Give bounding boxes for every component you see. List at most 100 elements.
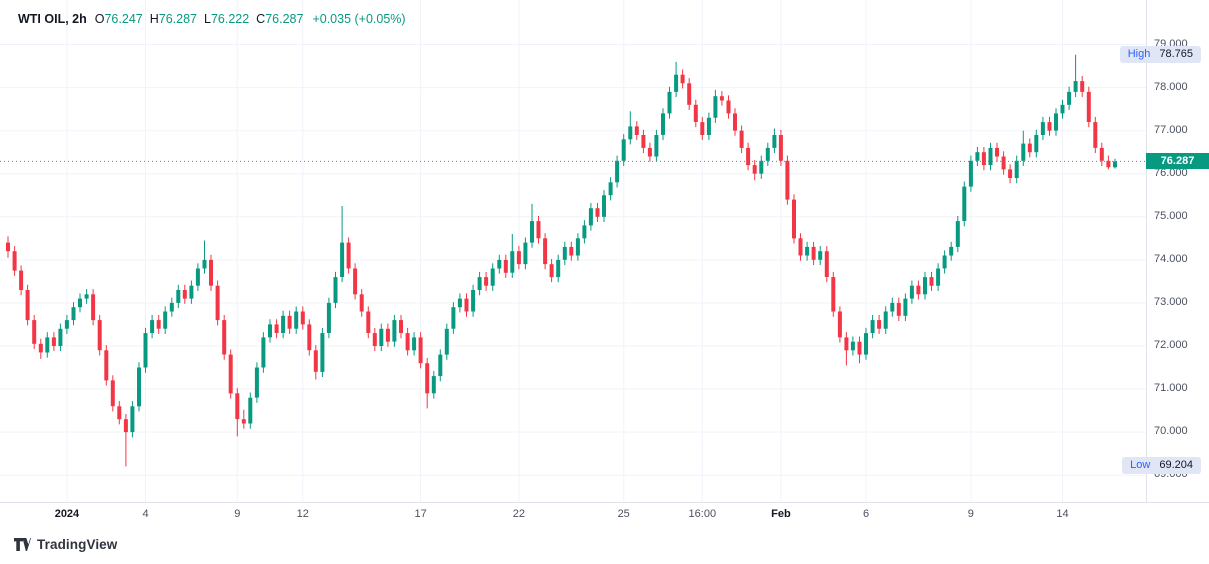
candle [143, 327, 148, 373]
price-axis-label: 74.000 [1154, 252, 1188, 265]
time-axis-label: 17 [414, 508, 427, 520]
candle [1099, 142, 1104, 166]
candle [962, 181, 967, 227]
candle [981, 147, 986, 171]
candle [176, 284, 181, 309]
candle [123, 414, 128, 467]
candle [615, 155, 620, 188]
candle [405, 327, 410, 356]
candle [929, 271, 934, 291]
candle [12, 246, 17, 276]
candle [1040, 116, 1045, 141]
candle [700, 116, 705, 141]
candle [575, 233, 580, 261]
horizontal-gridlines [0, 44, 1146, 476]
candle [510, 234, 515, 278]
candle [1060, 99, 1065, 119]
candle [857, 336, 862, 364]
candle [254, 362, 259, 403]
candle [163, 306, 168, 334]
candle [64, 315, 69, 334]
candle [84, 289, 89, 304]
candle [877, 315, 882, 334]
candle [1093, 116, 1098, 154]
candle [359, 289, 364, 317]
candle [713, 89, 718, 123]
high-badge-value: 78.765 [1159, 47, 1193, 60]
candle [268, 319, 272, 343]
price-axis-label: 73.000 [1154, 295, 1188, 308]
vertical-gridlines [66, 0, 1063, 502]
candle [654, 129, 659, 162]
price-axis-label: 70.000 [1154, 425, 1188, 438]
candle [680, 69, 685, 89]
candle [281, 310, 286, 339]
candle [372, 327, 377, 352]
candle [909, 280, 914, 304]
candle [903, 293, 908, 321]
time-axis-label: 12 [296, 508, 309, 520]
price-axis-label: 72.000 [1154, 338, 1188, 351]
ohlc-open: O76.247 [95, 12, 143, 26]
candle [97, 315, 102, 356]
candle [307, 319, 312, 356]
price-axis-label: 77.000 [1154, 123, 1188, 136]
candle [549, 259, 554, 283]
candle [811, 241, 816, 265]
candle [104, 345, 109, 386]
tradingview-logo[interactable]: TradingView [13, 537, 117, 552]
price-axis-label: 75.000 [1154, 209, 1188, 222]
candle [896, 297, 901, 321]
candle [765, 142, 770, 166]
candle [117, 401, 122, 425]
ohlc-open-value: 76.247 [104, 12, 143, 26]
high-badge-label: High [1127, 47, 1151, 60]
candle [300, 306, 305, 330]
candle [778, 129, 783, 166]
candle [490, 263, 495, 291]
candle [949, 241, 954, 261]
candle [530, 203, 534, 248]
candle [706, 112, 711, 141]
candle [1067, 86, 1072, 110]
candle [595, 203, 600, 222]
ohlc-close-label: C [256, 12, 266, 26]
price-axis[interactable]: 79.000 78.000 77.000 76.000 75.000 74.000 73.0… [1146, 0, 1209, 502]
price-chart-canvas[interactable] [0, 0, 1146, 502]
candle [693, 99, 698, 128]
candle [32, 315, 37, 349]
candle [850, 336, 855, 356]
candle [1054, 108, 1058, 136]
candle [313, 345, 318, 380]
candle [261, 332, 266, 373]
candle [71, 302, 76, 326]
candle [1021, 130, 1026, 166]
ohlc-close-value: 76.287 [265, 12, 304, 26]
candle [110, 375, 115, 412]
price-change: +0.035 (+0.05%) [312, 12, 406, 26]
low-badge-label: Low [1130, 459, 1151, 472]
symbol-title[interactable]: WTI OIL, 2h [18, 12, 87, 26]
candle [130, 401, 135, 438]
time-axis-label: 4 [142, 508, 149, 520]
candle [340, 206, 345, 283]
candle [864, 327, 868, 360]
candle [543, 233, 548, 270]
candle [38, 338, 43, 359]
candle [772, 128, 777, 154]
candle [674, 61, 679, 98]
candle [955, 215, 960, 253]
candle [438, 349, 443, 382]
candle [628, 111, 633, 145]
ohlc-high-value: 76.287 [158, 12, 197, 26]
candle [418, 332, 423, 369]
candle [78, 293, 82, 313]
candle [831, 271, 836, 317]
candle [995, 142, 999, 162]
candle [333, 271, 338, 309]
candle [844, 332, 849, 366]
ohlc-open-label: O [94, 12, 105, 26]
time-axis[interactable]: 2024 4 9 12 17 22 25 16:00 Feb 6 9 14 [0, 502, 1209, 531]
candle [366, 306, 371, 339]
candle [1034, 129, 1039, 158]
